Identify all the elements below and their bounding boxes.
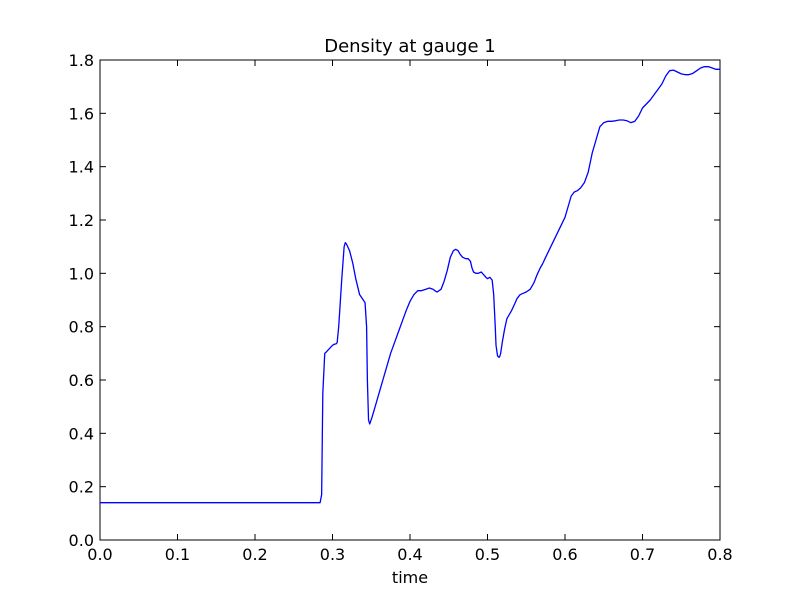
y-tick-label: 1.4 bbox=[69, 158, 94, 177]
x-tick-label: 0.4 bbox=[397, 545, 422, 564]
y-tick-label: 0.8 bbox=[69, 318, 94, 337]
y-tick-label: 0.4 bbox=[69, 424, 94, 443]
y-axis-ticks: 0.0 0.2 0.4 0.6 0.8 1.0 1.2 1.4 1.6 1.8 bbox=[69, 51, 720, 550]
x-tick-label: 0.1 bbox=[165, 545, 190, 564]
x-tick-label: 0.3 bbox=[320, 545, 345, 564]
y-tick-label: 0.2 bbox=[69, 478, 94, 497]
x-axis-label: time bbox=[392, 568, 428, 587]
y-tick-label: 1.0 bbox=[69, 264, 94, 283]
density-series-line bbox=[99, 66, 721, 504]
x-tick-label: 0.5 bbox=[475, 545, 500, 564]
x-axis-ticks: 0.0 0.1 0.2 0.3 0.4 0.5 0.6 0.7 0.8 bbox=[87, 60, 733, 564]
chart-title: Density at gauge 1 bbox=[324, 36, 496, 57]
plot-area: 0.0 0.1 0.2 0.3 0.4 0.5 0.6 0.7 0.8 0.0 0.2 0.4 0.6… bbox=[69, 51, 733, 564]
y-tick-label: 1.6 bbox=[69, 104, 94, 123]
x-tick-label: 0.8 bbox=[707, 545, 732, 564]
y-tick-label: 0.6 bbox=[69, 371, 94, 390]
y-tick-label: 0.0 bbox=[69, 531, 94, 550]
x-tick-label: 0.7 bbox=[630, 545, 655, 564]
x-tick-label: 0.2 bbox=[242, 545, 267, 564]
x-tick-label: 0.6 bbox=[552, 545, 577, 564]
y-tick-label: 1.8 bbox=[69, 51, 94, 70]
y-tick-label: 1.2 bbox=[69, 211, 94, 230]
x-tick-label: 0.0 bbox=[87, 545, 112, 564]
